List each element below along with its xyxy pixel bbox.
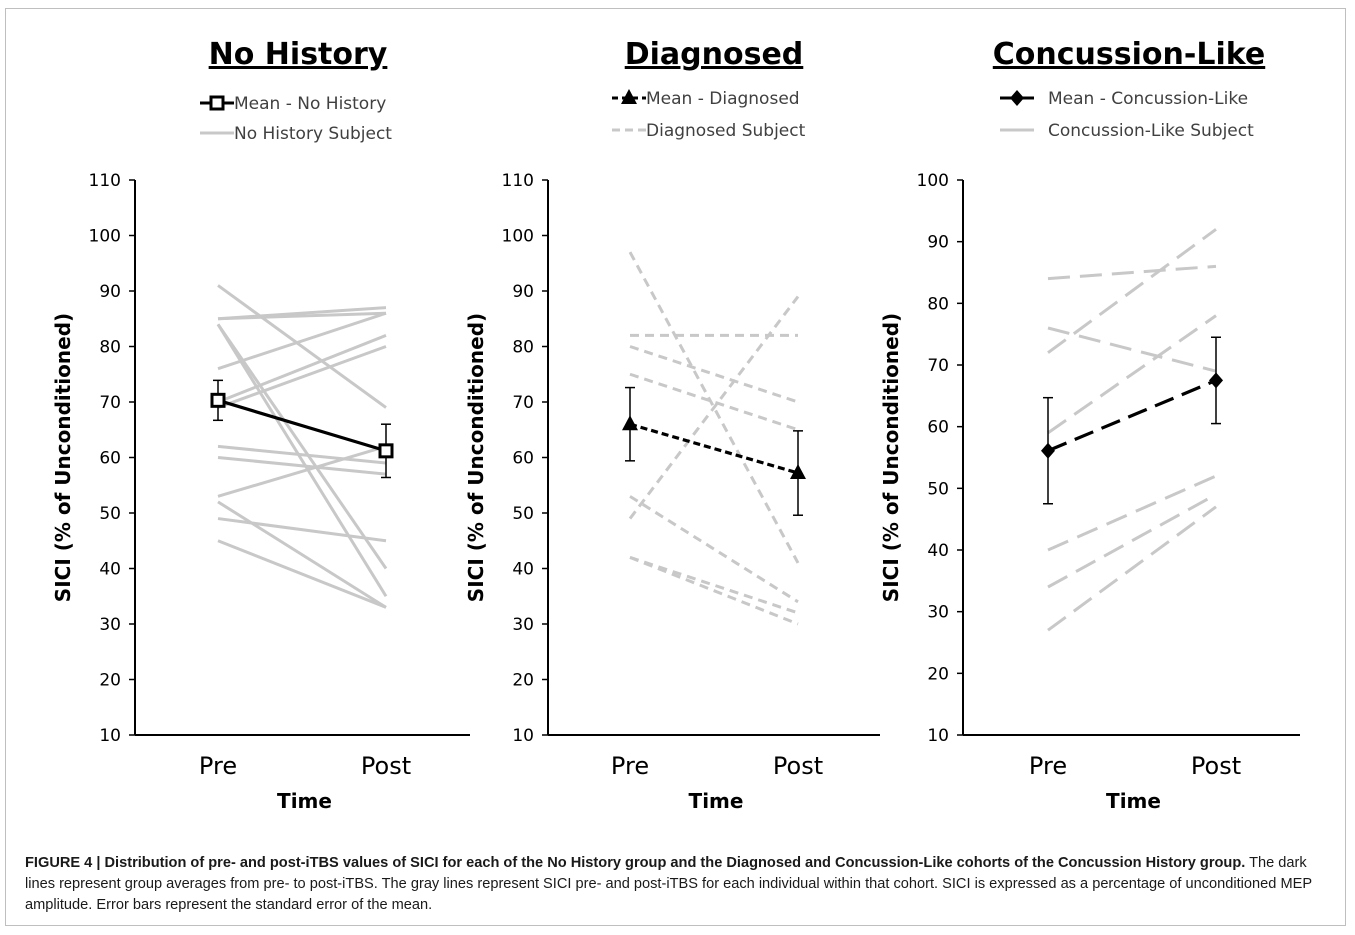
panel3-subject-line: [1047, 505, 1217, 632]
panel3-y-axis-title: SICI (% of Unconditioned): [879, 313, 903, 602]
panel3-x-tick-label: Pre: [1029, 752, 1067, 780]
panel3-y-tick-label: 10: [927, 726, 949, 746]
charts-svg: No History Mean - No History No History Su…: [51, 37, 1300, 813]
panel3-y-tick-label: 70: [927, 356, 949, 376]
panel2-y-axis-title: SICI (% of Unconditioned): [464, 313, 488, 602]
panel2-y-tick-label: 40: [512, 560, 534, 580]
panel2-y-tick-label: 50: [512, 504, 534, 524]
panel1-subject-line: [217, 311, 387, 321]
panel1-subject-line: [217, 500, 387, 609]
panel1-y-tick-label: 60: [99, 449, 121, 469]
panel3-title: Concussion-Like: [993, 37, 1265, 72]
panel1-title: No History: [209, 37, 388, 72]
panel2-legend-mean-marker: [621, 89, 637, 104]
panel3-legend-mean-marker: [1010, 90, 1024, 106]
panel1-legend-mean-label: Mean - No History: [234, 94, 386, 114]
panel1-subject-line: [217, 517, 387, 543]
panel2-legend-mean-label: Mean - Diagnosed: [646, 89, 800, 109]
panel3-y-tick-label: 40: [927, 541, 949, 561]
panel1-subject-line: [217, 456, 387, 476]
panel1-y-tick-label: 70: [99, 393, 121, 413]
panel3-subject-line: [1047, 314, 1217, 435]
panel1-subject-line: [217, 284, 387, 409]
panel3-subject-line: [1047, 228, 1217, 354]
panel1-y-tick-label: 30: [99, 615, 121, 635]
panel1-legend-subject-label: No History Subject: [234, 124, 392, 144]
panel3-legend-subject-label: Concussion-Like Subject: [1048, 121, 1254, 141]
panel1-mean-marker: [210, 392, 226, 408]
panel1-mean-marker: [378, 443, 394, 459]
panel2-subject-line: [629, 556, 799, 626]
caption-bold: FIGURE 4 | Distribution of pre- and post…: [25, 855, 1246, 871]
panel3-subject-line: [1047, 326, 1217, 373]
panel3-y-tick-label: 20: [927, 664, 949, 684]
panel3-subject-line: [1047, 474, 1217, 552]
panel1-y-tick-label: 90: [99, 282, 121, 302]
panel3-mean-marker: [1209, 372, 1223, 389]
panel1-subject-line: [217, 444, 387, 465]
panel1-y-tick-label: 20: [99, 671, 121, 691]
panel3-subject-line: [1047, 264, 1217, 281]
panel1-y-tick-label: 50: [99, 504, 121, 524]
panel3-y-tick-label: 50: [927, 479, 949, 499]
panel2-y-tick-label: 60: [512, 449, 534, 469]
panel2-y-tick-label: 70: [512, 393, 534, 413]
panel1-y-tick-label: 10: [99, 726, 121, 746]
panel3-y-tick-label: 80: [927, 294, 949, 314]
panel3-y-tick-label: 100: [917, 171, 949, 191]
panel1-y-axis-title: SICI (% of Unconditioned): [51, 313, 75, 602]
panel2-y-tick-label: 110: [502, 171, 534, 191]
panel3-y-tick-label: 60: [927, 418, 949, 438]
panel2-y-tick-label: 90: [512, 282, 534, 302]
panel2-y-tick-label: 100: [502, 227, 534, 247]
panel2-x-axis-title: Time: [689, 789, 744, 813]
panel2-mean-marker: [790, 464, 806, 480]
panel2-subject-line: [629, 372, 799, 432]
panel1-subject-line: [217, 444, 387, 498]
panel1-subject-line: [216, 323, 388, 570]
panel3-x-tick-label: Post: [1191, 752, 1241, 780]
panel1-y-tick-label: 110: [89, 171, 121, 191]
panel1-mean-line: [217, 398, 387, 453]
panel3-y-tick-label: 30: [927, 603, 949, 623]
panel2-y-tick-label: 80: [512, 338, 534, 358]
panel1-y-tick-label: 40: [99, 560, 121, 580]
panel3-mean-line: [1047, 378, 1217, 453]
panel1-subject-line: [217, 345, 387, 409]
panel2-title: Diagnosed: [625, 37, 804, 72]
panel1-subject-line: [217, 539, 387, 609]
panel2-y-tick-label: 20: [512, 671, 534, 691]
panel2-subject-line: [629, 495, 799, 604]
panel3-subject-line: [1047, 493, 1217, 589]
panel1-y-tick-label: 100: [89, 227, 121, 247]
panel2-subject-line: [629, 345, 799, 404]
panel1-legend-mean-marker: [209, 95, 225, 111]
panel3-x-axis-title: Time: [1106, 789, 1161, 813]
panel3-legend-mean-label: Mean - Concussion-Like: [1048, 89, 1248, 109]
figure-frame: [5, 8, 1346, 926]
panel2-subject-line: [628, 295, 800, 520]
panel2-legend-subject-label: Diagnosed Subject: [646, 121, 806, 141]
panel2-mean-line: [629, 422, 799, 475]
panel1-x-tick-label: Pre: [199, 752, 237, 780]
panel1-x-axis-title: Time: [277, 789, 332, 813]
panel1-subject-line: [216, 323, 388, 598]
panel2-y-tick-label: 10: [512, 726, 534, 746]
caption-text: The dark lines represent group averages …: [25, 855, 1312, 913]
panel2-y-tick-label: 30: [512, 615, 534, 635]
figure-caption: FIGURE 4 | Distribution of pre- and post…: [25, 853, 1340, 916]
panel1-x-tick-label: Post: [361, 752, 411, 780]
panel1-subject-line: [217, 334, 387, 404]
panel2-x-tick-label: Pre: [611, 752, 649, 780]
panel1-subject-line: [217, 311, 387, 371]
panel2-x-tick-label: Post: [773, 752, 823, 780]
panel3-y-tick-label: 90: [927, 233, 949, 253]
panel3-mean-marker: [1041, 442, 1055, 459]
panel2-mean-marker: [622, 415, 638, 431]
panel1-y-tick-label: 80: [99, 338, 121, 358]
